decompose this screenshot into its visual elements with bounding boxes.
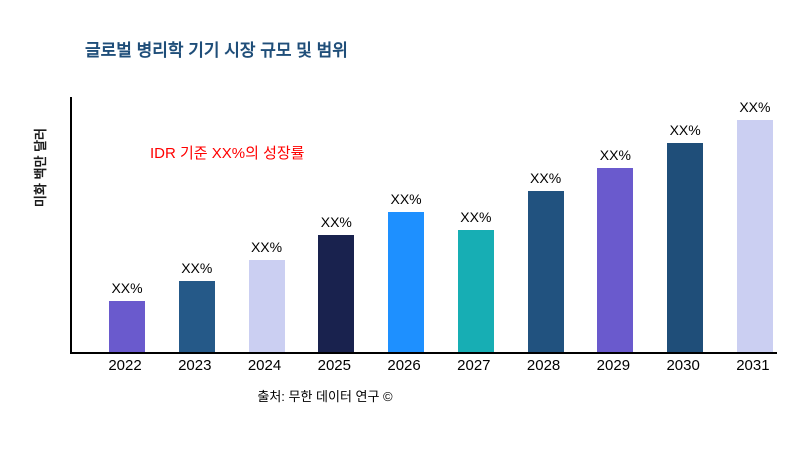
bar-slot: XX% (593, 97, 637, 352)
bar-slot: XX% (733, 97, 777, 352)
x-tick-label: 2029 (596, 357, 631, 374)
bar-2030 (667, 142, 704, 352)
x-tick-label: 2028 (526, 357, 561, 374)
bar-slot: XX% (454, 97, 498, 352)
chart-title: 글로벌 병리학 기기 시장 규모 및 범위 (85, 41, 348, 60)
bar-slot: XX% (524, 97, 568, 352)
bar-slot: XX% (105, 97, 149, 352)
bar-2029 (597, 168, 634, 352)
x-tick-label: 2031 (736, 357, 770, 374)
bar-value-label: XX% (669, 121, 701, 138)
bar-slot: XX% (663, 97, 707, 352)
y-axis-label: 미화 백만 달러 (33, 128, 48, 207)
bar-2024 (248, 260, 285, 352)
bar-value-label: XX% (390, 190, 422, 207)
plot-area: 미화 백만 달러 IDR 기준 XX%의 성장률 XX% XX% XX% XX% XX%… (33, 97, 777, 354)
bar-slot: XX% (245, 97, 289, 352)
bar-value-label: XX% (530, 170, 562, 187)
bar-2027 (457, 229, 494, 352)
x-tick-label: 2022 (108, 357, 142, 374)
bar-value-label: XX% (320, 213, 352, 230)
bar-slot: XX% (384, 97, 428, 352)
bar-value-label: XX% (599, 147, 631, 164)
bar-2022 (109, 301, 145, 352)
bar-2025 (318, 234, 355, 352)
bar-2023 (178, 280, 215, 352)
bar-value-label: XX% (181, 259, 213, 276)
x-tick-label: 2024 (247, 357, 282, 374)
x-axis-labels: 2022 2023 2024 2025 2026 2027 2028 2029 2030 2031 (70, 357, 775, 374)
bar-2026 (388, 211, 425, 352)
x-tick-label: 2025 (317, 357, 351, 374)
bar-2028 (527, 191, 564, 352)
x-tick-label: 2030 (666, 357, 700, 374)
bar-slot: XX% (175, 97, 219, 352)
x-tick-label: 2027 (457, 357, 491, 374)
bar-value-label: XX% (739, 98, 771, 115)
bar-value-label: XX% (460, 208, 492, 225)
bar-2031 (736, 119, 773, 352)
source-caption: 출처: 무한 데이터 연구 © (257, 389, 393, 404)
bar-value-label: XX% (250, 239, 283, 256)
x-tick-label: 2023 (178, 357, 212, 374)
bar-value-label: XX% (111, 280, 143, 296)
bars: XX% XX% XX% XX% XX% XX% XX% XX% XX% XX% (72, 97, 777, 352)
growth-annotation: IDR 기준 XX%의 성장률 (150, 145, 305, 162)
x-tick-label: 2026 (387, 357, 421, 374)
bar-slot: XX% (314, 97, 358, 352)
